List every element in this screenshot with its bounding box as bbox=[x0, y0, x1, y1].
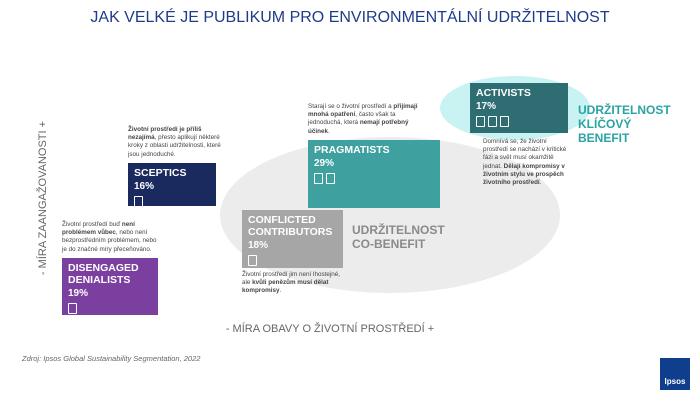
segment: PRAGMATISTS 29% bbox=[308, 140, 440, 208]
text: . bbox=[327, 127, 330, 135]
icon bbox=[500, 115, 509, 127]
icon bbox=[68, 302, 77, 314]
y-axis-label: - MÍRA ZAANGAŽOVANOSTI + bbox=[37, 120, 49, 276]
segment-name: CONFLICTED CONTRIBUTORS bbox=[248, 214, 333, 239]
segment-name: DISENGAGED DENIALISTS bbox=[68, 262, 139, 287]
segment-name: PRAGMATISTS bbox=[314, 144, 390, 156]
description: Životní prostředí buď není problémem vůb… bbox=[62, 221, 160, 254]
segment: DISENGAGED DENIALISTS 19% bbox=[62, 258, 158, 315]
description: Životní prostředí jim není lhostejné, al… bbox=[242, 271, 342, 296]
segment-name: SCEPTICS bbox=[134, 167, 187, 179]
segment-share: 16% bbox=[134, 181, 155, 193]
description: Domnívá se, že životní prostředí se nach… bbox=[483, 138, 571, 187]
text: , nebo není bezprostředním problémem, ne… bbox=[62, 229, 157, 253]
segment-share: 29% bbox=[314, 158, 335, 170]
text: . bbox=[539, 178, 542, 186]
text: Životní prostředí jim není lhostejné, al… bbox=[242, 271, 340, 287]
text: Životní prostředí je příliš nezajímá bbox=[128, 126, 202, 142]
text: přijímají mnohá opatření bbox=[308, 103, 418, 119]
segment-share: 18% bbox=[248, 240, 269, 252]
text: nemají potřebný účinek bbox=[308, 119, 409, 135]
text: kvůli penězům musí dělat kompromisy bbox=[242, 279, 329, 295]
x-axis-label: - MÍRA OBAVY O ŽIVOTNÍ PROSTŘEDÍ + bbox=[225, 323, 435, 335]
logo-box bbox=[660, 358, 690, 390]
zone-label: UDRŽITELNOST KLÍČOVÝ BENEFIT bbox=[578, 103, 671, 145]
logo: Ipsos bbox=[664, 377, 686, 386]
text: Domnívá se, že životní prostředí se nach… bbox=[483, 138, 567, 170]
icon bbox=[248, 254, 257, 266]
segment-share: 17% bbox=[476, 101, 497, 113]
source: Zdroj: Ipsos Global Sustainability Segme… bbox=[22, 354, 201, 363]
text: Starají se o životní prostředí a bbox=[308, 103, 394, 110]
icon bbox=[314, 172, 323, 184]
icon bbox=[476, 115, 485, 127]
zone-label: UDRŽITELNOST CO-BENEFIT bbox=[352, 223, 445, 251]
description: Životní prostředí je příliš nezajímá, př… bbox=[128, 126, 223, 159]
icon bbox=[488, 115, 497, 127]
title: JAK VELKÉ JE PUBLIKUM PRO ENVIRONMENTÁLN… bbox=[90, 9, 610, 26]
text: není problémem vůbec bbox=[62, 221, 135, 237]
text: Životní prostředí buď bbox=[62, 221, 122, 228]
segment: CONFLICTED CONTRIBUTORS 18% bbox=[242, 210, 343, 268]
icon bbox=[134, 195, 143, 207]
segment: ACTIVISTS 17% bbox=[470, 83, 568, 133]
text: , často však ta jednoduchá, která bbox=[308, 111, 396, 127]
segment-share: 19% bbox=[68, 288, 89, 300]
icon bbox=[326, 172, 335, 184]
text: Dělají kompromisy v životním stylu ve pr… bbox=[483, 162, 565, 186]
text: . bbox=[279, 287, 282, 295]
segment-name: ACTIVISTS bbox=[476, 87, 531, 99]
description: Starají se o životní prostředí a přijíma… bbox=[308, 103, 418, 136]
segment: SCEPTICS 16% bbox=[128, 163, 216, 207]
text: , přesto aplikují některé kroky z oblast… bbox=[128, 134, 221, 158]
